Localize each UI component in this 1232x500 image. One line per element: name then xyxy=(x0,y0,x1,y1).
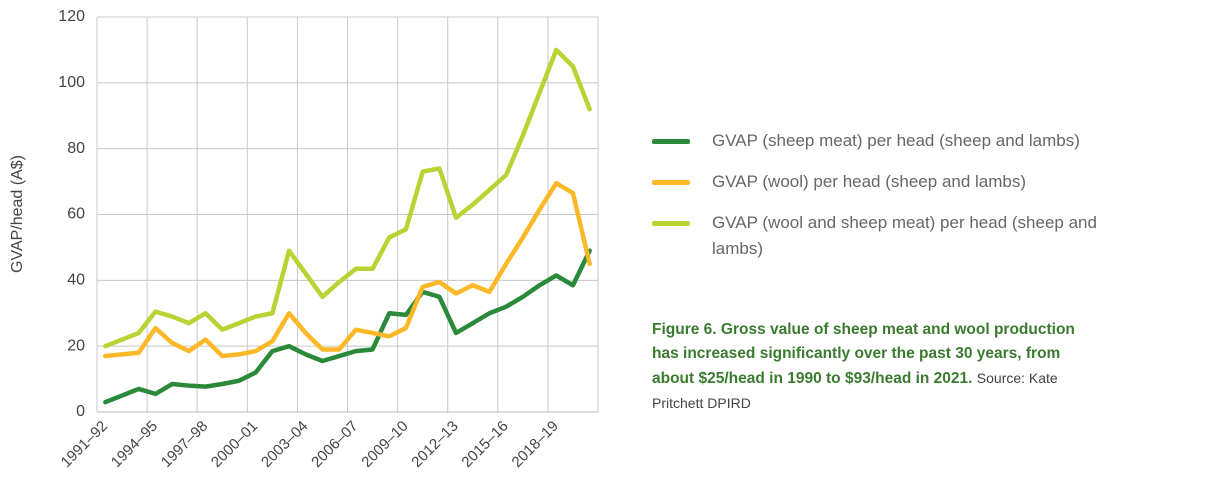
legend-swatch xyxy=(652,221,690,226)
legend: GVAP (sheep meat) per head (sheep and la… xyxy=(652,128,1227,277)
x-tick-label: 2012–13 xyxy=(408,418,461,471)
y-tick-label: 20 xyxy=(67,337,85,354)
legend-label: GVAP (wool and sheep meat) per head (she… xyxy=(712,213,1097,258)
series-line xyxy=(103,248,592,405)
x-tick-label: 1997–98 xyxy=(158,418,211,471)
y-tick-label: 120 xyxy=(58,8,85,25)
caption-text: Figure 6. Gross value of sheep meat and … xyxy=(652,321,1075,387)
x-tick-label: 1991–92 xyxy=(58,418,111,471)
y-tick-label: 80 xyxy=(67,140,85,157)
legend-swatch xyxy=(652,139,690,144)
legend-item: GVAP (wool) per head (sheep and lambs) xyxy=(652,169,1227,195)
legend-label: GVAP (wool) per head (sheep and lambs) xyxy=(712,172,1027,191)
y-tick-label: 40 xyxy=(67,272,85,289)
series-line xyxy=(103,180,592,359)
legend-item: GVAP (sheep meat) per head (sheep and la… xyxy=(652,128,1227,154)
x-tick-label: 2015–16 xyxy=(458,418,511,471)
y-tick-label: 100 xyxy=(58,74,85,91)
caption: Figure 6. Gross value of sheep meat and … xyxy=(652,318,1092,416)
legend-label: GVAP (sheep meat) per head (sheep and la… xyxy=(712,131,1080,150)
y-axis-label: GVAP/head (A$) xyxy=(9,155,26,273)
x-tick-label: 2006–07 xyxy=(308,418,361,471)
chart: GVAP/head (A$) 0204060801001201991–92199… xyxy=(9,8,599,471)
x-tick-label: 2000–01 xyxy=(208,418,261,471)
x-tick-label: 2009–10 xyxy=(358,418,411,471)
x-tick-label: 2003–04 xyxy=(258,418,311,471)
legend-item: GVAP (wool and sheep meat) per head (she… xyxy=(652,210,1227,262)
series-line xyxy=(103,47,592,349)
y-tick-label: 60 xyxy=(67,206,85,223)
source: Source: Kate Pritchett DPIRD xyxy=(652,370,1058,411)
legend-swatch xyxy=(652,180,690,185)
x-tick-label: 1994–95 xyxy=(108,418,161,471)
y-tick-label: 0 xyxy=(76,403,85,420)
x-tick-label: 2018–19 xyxy=(509,418,562,471)
